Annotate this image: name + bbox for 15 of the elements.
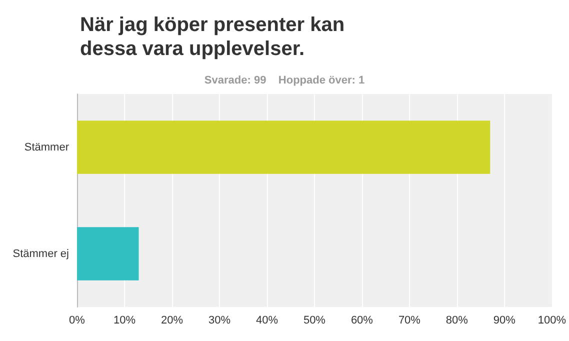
x-tick-label: 70% [398, 314, 421, 326]
x-tick-label: 0% [69, 314, 86, 326]
x-tick-label: 60% [350, 314, 374, 326]
chart-subtitle: Svarade: 99 Hoppade över: 1 [204, 74, 365, 86]
x-tick-label: 10% [113, 314, 136, 326]
chart-title: När jag köper presenter kan dessa vara upplevelser. [80, 14, 350, 60]
y-tick-label: Stämmer [24, 141, 70, 154]
x-tick-label: 40% [256, 314, 278, 326]
x-tick-label: 30% [208, 314, 231, 326]
x-tick-label: 80% [446, 314, 468, 326]
x-tick-label: 20% [160, 314, 184, 326]
x-tick-label: 50% [303, 314, 326, 326]
y-tick-label: Stämmer ej [12, 248, 69, 260]
x-tick-label: 100% [538, 314, 566, 326]
x-tick-label: 90% [493, 314, 516, 326]
